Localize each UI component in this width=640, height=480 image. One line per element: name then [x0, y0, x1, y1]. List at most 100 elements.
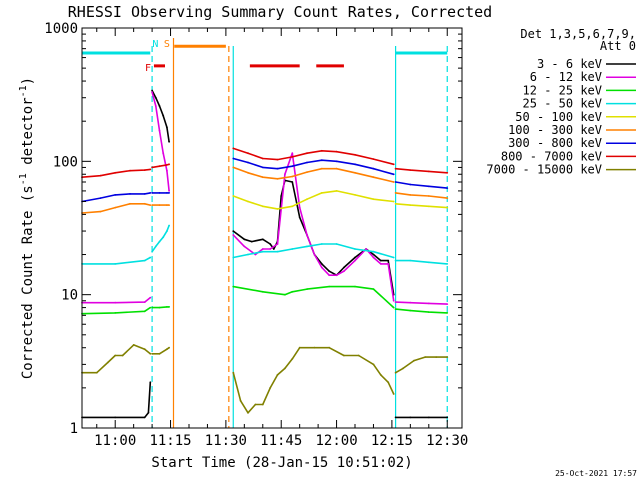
series-0-point [343, 266, 345, 269]
series-5-point [446, 197, 449, 200]
series-7-segment-1 [151, 163, 170, 169]
series-0-point [272, 248, 275, 250]
series-5-point [291, 175, 294, 178]
series-3-point [320, 243, 323, 245]
series-3-point [427, 261, 430, 264]
series-8-point [387, 381, 390, 384]
series-1-point [298, 206, 301, 209]
series-1-segment-3 [395, 301, 448, 305]
series-2-point [158, 306, 161, 309]
series-5-segment-2 [233, 166, 394, 183]
series-6-point [276, 167, 279, 170]
legend-header-attenuator: Att 0 [600, 39, 636, 53]
series-0-point [151, 89, 154, 92]
series-4-point [409, 204, 412, 207]
series-7-point [354, 153, 356, 156]
y-tick-label-2: 100 [53, 154, 78, 170]
series-5-point [99, 210, 102, 213]
series-3-point [232, 256, 235, 259]
flag-label-2: S [164, 39, 170, 50]
series-0-point [143, 416, 146, 419]
series-8-segment-2 [232, 346, 395, 414]
series-6-point [446, 187, 449, 190]
series-2-point [394, 308, 397, 310]
series-2-point [291, 290, 294, 293]
x-axis-label: Start Time (28-Jan-15 10:51:02) [151, 455, 412, 471]
series-0-point [446, 416, 449, 419]
legend-label-4: 50 - 100 keV [515, 110, 602, 124]
series-5-point [354, 171, 356, 174]
series-7-point [149, 168, 152, 171]
series-2-point [114, 312, 117, 314]
series-5-point [392, 181, 395, 183]
series-8-point [328, 346, 331, 349]
series-8-point [261, 403, 264, 406]
series-0-point [232, 230, 235, 233]
series-1-point [328, 274, 331, 277]
series-4-point [427, 205, 430, 208]
series-7-point [261, 157, 264, 160]
x-tick-label-3: 11:45 [260, 433, 302, 449]
series-8-point [343, 354, 345, 357]
series-0-point [387, 259, 390, 262]
series-6 [81, 157, 449, 203]
series-0-point [149, 381, 152, 384]
series-6-point [335, 160, 338, 163]
series-7-point [409, 169, 412, 172]
series-7 [81, 147, 449, 179]
series-3-point [306, 245, 308, 248]
series-7-point [291, 156, 294, 158]
series-6-point [427, 185, 430, 188]
series-1-point [379, 263, 382, 265]
series-4-point [392, 200, 395, 203]
series-1-point [365, 248, 367, 250]
series-0-point [114, 416, 117, 419]
legend-label-0: 3 - 6 keV [537, 57, 602, 71]
series-6-point [261, 166, 264, 169]
series-6-point [114, 194, 117, 196]
series-2-point [328, 285, 331, 288]
series-6-point [320, 159, 323, 162]
timestamp: 25-Oct-2021 17:57 [555, 469, 637, 478]
series-4-point [372, 198, 375, 201]
series-6-segment-3 [395, 181, 448, 189]
series-0-segment-1 [151, 90, 170, 142]
series-1-segment-0 [82, 296, 151, 304]
series-8-point [372, 363, 375, 366]
y-axis-label-sup2: -1 [18, 85, 29, 97]
series-8-point [379, 374, 382, 376]
series-6-point [168, 192, 171, 194]
x-tick-label-4: 12:00 [315, 433, 357, 449]
series-8-point [269, 387, 272, 389]
series-6-point [129, 193, 131, 195]
series-2-point [143, 310, 146, 313]
legend-label-5: 100 - 300 keV [508, 123, 602, 137]
series-7-point [143, 169, 146, 172]
y-axis-label-sup1: -1 [18, 173, 29, 185]
series-7-point [394, 167, 397, 170]
series-0-point [243, 238, 246, 241]
series-6-point [149, 192, 152, 194]
series-0-point [354, 256, 356, 259]
series-2-segment-2 [233, 285, 395, 309]
series-3-segment-3 [395, 259, 448, 265]
series-1-point [320, 266, 323, 269]
series-8-point [232, 371, 235, 374]
series-8 [81, 344, 449, 414]
series-5-point [166, 204, 168, 207]
series-8-point [298, 346, 301, 349]
series-5-point [409, 194, 412, 196]
series-4-point [320, 192, 323, 194]
series-6-point [232, 157, 235, 160]
series-2 [81, 285, 449, 315]
series-6-point [291, 165, 294, 168]
y-axis-label-mid: detector [20, 97, 36, 173]
series-6-segment-2 [233, 157, 394, 176]
axes-layer: 11:00 11:15 11:30 11:45 12:00 12:15 12:30 1 10 10… [44, 21, 468, 449]
series-8-point [313, 346, 316, 349]
series-7-point [247, 152, 249, 155]
flag-label-1: N [152, 39, 158, 50]
data-gaps-layer [151, 38, 448, 428]
series-1-point [291, 152, 294, 155]
